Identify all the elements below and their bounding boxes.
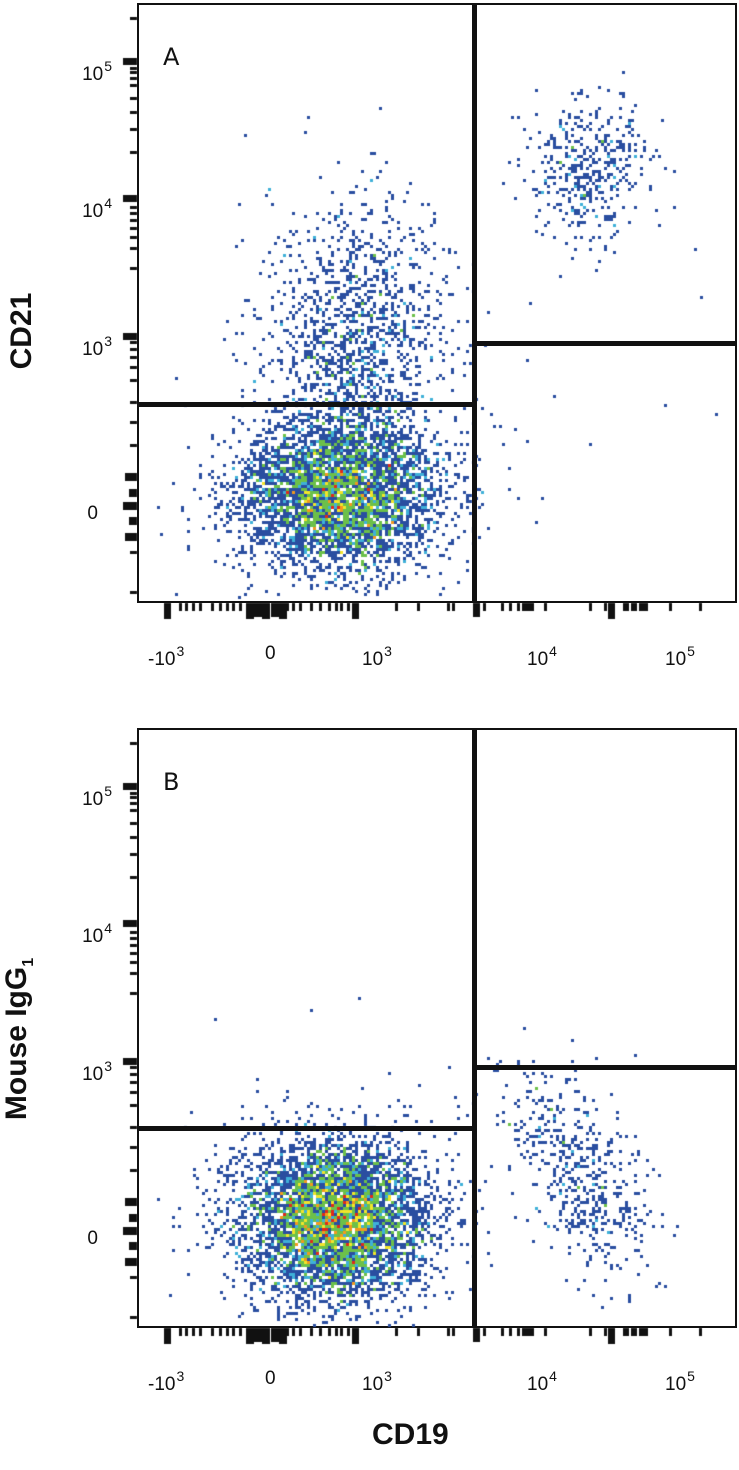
x-tick-label: 104: [527, 1368, 557, 1395]
y-axis-title-b-subscript: 1: [20, 957, 37, 967]
x-tick-label: 104: [527, 643, 557, 670]
y-tick-label: 104: [82, 195, 112, 222]
x-tick-label: 103: [362, 643, 392, 670]
y-tick-label: 104: [82, 920, 112, 947]
x-tick-label: 105: [665, 643, 695, 670]
x-tick-label: 0: [265, 643, 276, 664]
y-tick-label: 105: [82, 58, 112, 85]
x-tick-label: -103: [148, 1368, 185, 1395]
y-tick-label: 103: [82, 1058, 112, 1085]
x-tick-label: 0: [265, 1368, 276, 1389]
y-axis-title-a: CD21: [5, 291, 39, 371]
y-axis-title-a-text: CD21: [5, 292, 38, 370]
x-tick-label: 103: [362, 1368, 392, 1395]
y-tick-label: 0: [87, 1228, 98, 1249]
x-tick-label: -103: [148, 643, 185, 670]
x-tick-label: 105: [665, 1368, 695, 1395]
y-tick-label: 105: [82, 783, 112, 810]
y-tick-label: 103: [82, 333, 112, 360]
y-axis-title-b-text: Mouse IgG: [0, 966, 33, 1121]
y-axis-title-b: Mouse IgG1: [0, 954, 38, 1124]
x-axis-title: CD19: [372, 1418, 449, 1452]
x-axis-title-text: CD19: [372, 1418, 449, 1451]
y-tick-label: 0: [87, 503, 98, 524]
